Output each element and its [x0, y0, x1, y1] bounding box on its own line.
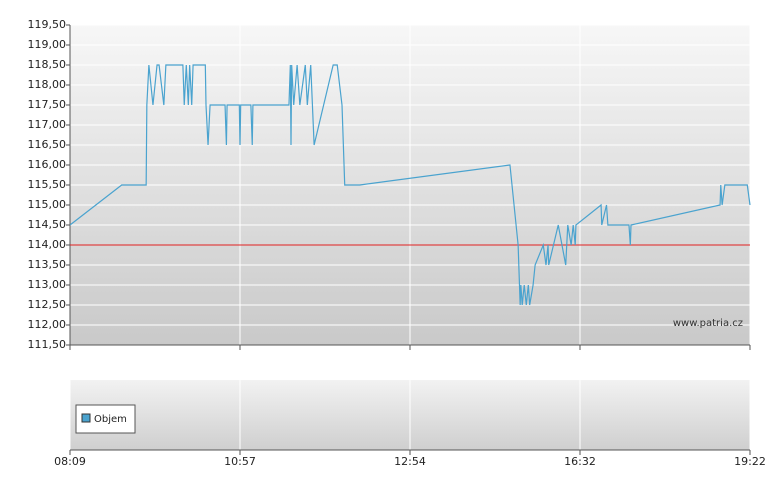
legend-swatch	[81, 413, 91, 423]
y-tick-label: 118,00	[28, 78, 67, 91]
x-tick-label: 19:22	[734, 455, 766, 468]
y-tick-label: 112,50	[28, 298, 67, 311]
y-tick-label: 116,00	[28, 158, 67, 171]
y-tick-label: 117,50	[28, 98, 67, 111]
y-tick-label: 113,50	[28, 258, 67, 271]
y-tick-label: 113,00	[28, 278, 67, 291]
y-tick-label: 115,00	[28, 198, 67, 211]
y-tick-label: 116,50	[28, 138, 67, 151]
y-tick-label: 112,00	[28, 318, 67, 331]
y-tick-label: 118,50	[28, 58, 67, 71]
x-tick-label: 12:54	[394, 455, 426, 468]
price-line	[69, 64, 751, 306]
y-tick-label: 119,50	[28, 18, 67, 31]
y-tick-label: 114,50	[28, 218, 67, 231]
y-tick-label: 114,00	[28, 238, 67, 251]
x-tick-label: 08:09	[54, 455, 86, 468]
y-tick-label: 115,50	[28, 178, 67, 191]
x-tick-label: 16:32	[564, 455, 596, 468]
watermark: www.patria.cz	[673, 318, 743, 329]
y-tick-label: 119,00	[28, 38, 67, 51]
y-tick-label: 111,50	[28, 338, 67, 351]
x-tick-label: 10:57	[224, 455, 256, 468]
legend-label: Objem	[94, 414, 127, 425]
y-tick-label: 117,00	[28, 118, 67, 131]
